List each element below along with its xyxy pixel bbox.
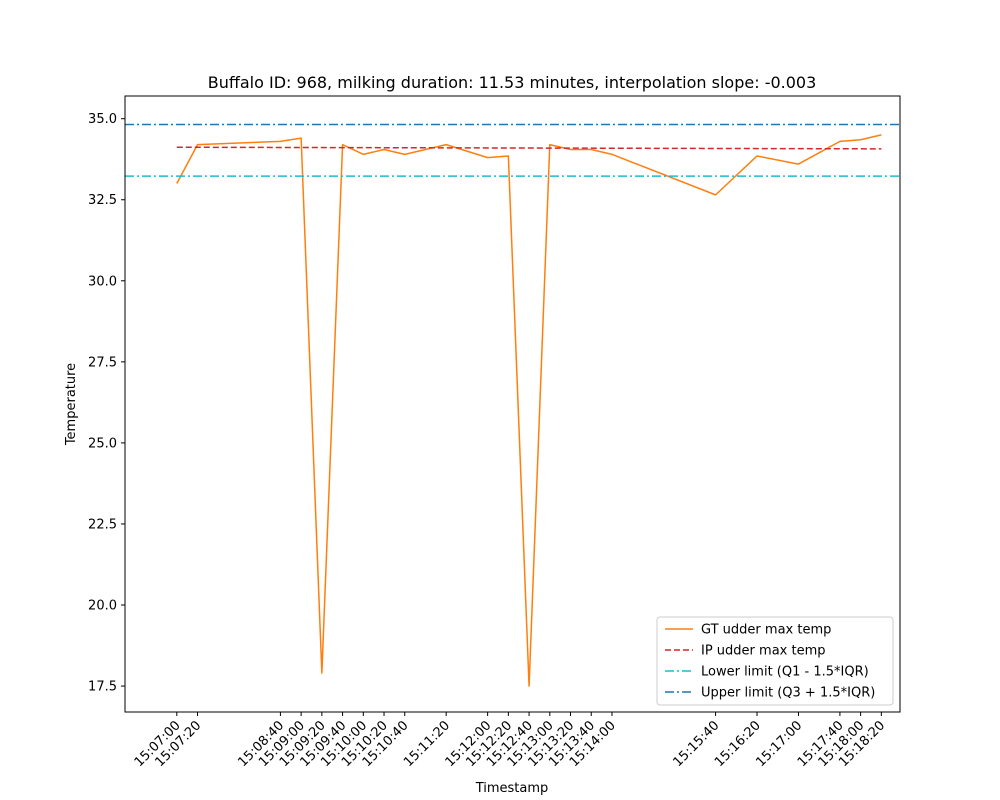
legend-entry-0: GT udder max temp xyxy=(701,623,831,638)
chart-title: Buffalo ID: 968, milking duration: 11.53… xyxy=(208,73,817,92)
y-tick-label: 27.5 xyxy=(88,355,117,370)
legend-frame xyxy=(656,616,894,706)
y-tick-label: 35.0 xyxy=(88,112,117,127)
y-tick-label: 30.0 xyxy=(88,274,117,289)
legend-entry-2: Lower limit (Q1 - 1.5*IQR) xyxy=(701,665,869,680)
y-tick-label: 32.5 xyxy=(88,193,117,208)
plot-lines xyxy=(125,123,900,687)
legend-entry-3: Upper limit (Q3 + 1.5*IQR) xyxy=(701,686,875,701)
x-axis-label: Timestamp xyxy=(475,781,549,796)
series-line-1 xyxy=(176,146,882,150)
legend-entry-1: IP udder max temp xyxy=(701,644,826,659)
y-tick-label: 22.5 xyxy=(88,517,117,532)
y-tick-label: 20.0 xyxy=(88,599,117,614)
y-tick-label: 25.0 xyxy=(88,436,117,451)
y-axis-label: Temperature xyxy=(64,363,79,446)
plot-area-frame xyxy=(124,95,901,713)
series-line-0 xyxy=(176,134,882,687)
legend: GT udder max temp IP udder max temp Lower … xyxy=(656,616,894,706)
y-axis: 17.5 20.0 22.5 25.0 27.5 30.0 32.5 35.0 xyxy=(88,112,125,695)
y-tick-label: 17.5 xyxy=(88,680,117,695)
